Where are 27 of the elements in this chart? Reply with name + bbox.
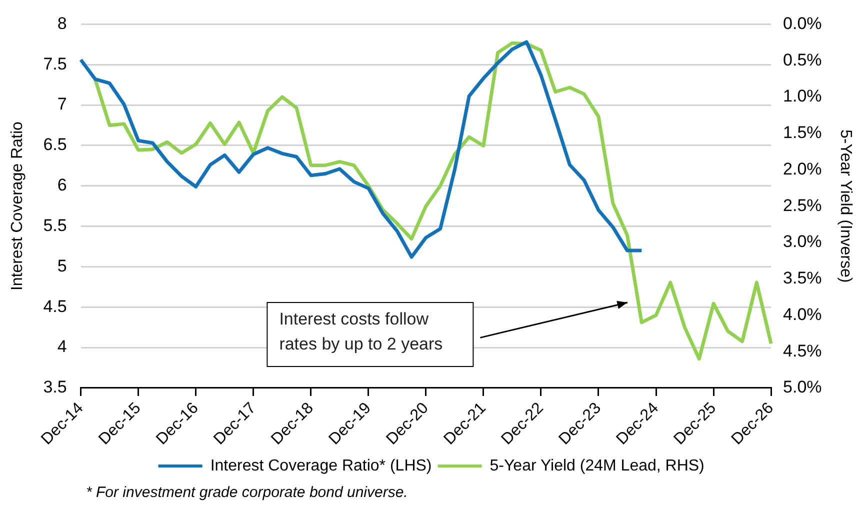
y2-tick-label: 2.0% <box>783 159 822 178</box>
y2-tick-label: 3.5% <box>783 268 822 288</box>
y-tick-label: 7.5 <box>43 54 67 74</box>
y-tick-label: 5.5 <box>43 216 67 235</box>
y2-tick-label: 1.5% <box>783 123 822 142</box>
y-tick-label: 6 <box>57 176 67 195</box>
y-tick-label: 3.5 <box>43 378 67 397</box>
legend-label: 5-Year Yield (24M Lead, RHS) <box>490 457 704 474</box>
annotation: Interest costs follow rates by up to 2 years <box>279 310 443 354</box>
y2-tick-label: 2.5% <box>783 196 822 215</box>
y2-tick-label: 4.0% <box>783 304 822 324</box>
legend-label: Interest Coverage Ratio* (LHS) <box>210 457 432 474</box>
y2-tick-label: 0.0% <box>783 14 822 33</box>
y2-tick-label: 3.0% <box>783 232 822 252</box>
y-axis-title: Interest Coverage Ratio <box>9 121 26 291</box>
y-tick-label: 6.5 <box>43 135 67 154</box>
y-tick-label: 4.5 <box>43 296 67 316</box>
y2-tick-label: 5.0% <box>783 378 822 397</box>
text: * For investment grade corporate bond universe. <box>86 484 408 501</box>
y2-axis-title: 5-Year Yield (Inverse) <box>836 129 854 283</box>
y2-tick-label: 0.5% <box>783 50 822 70</box>
y2-tick-label: 4.5% <box>783 341 822 360</box>
y-tick-label: 8 <box>57 14 67 33</box>
y-tick-label: 5 <box>57 256 67 276</box>
y2-tick-label: 1.0% <box>783 86 822 106</box>
y-tick-label: 4 <box>57 337 67 356</box>
y-tick-label: 7 <box>57 94 67 114</box>
